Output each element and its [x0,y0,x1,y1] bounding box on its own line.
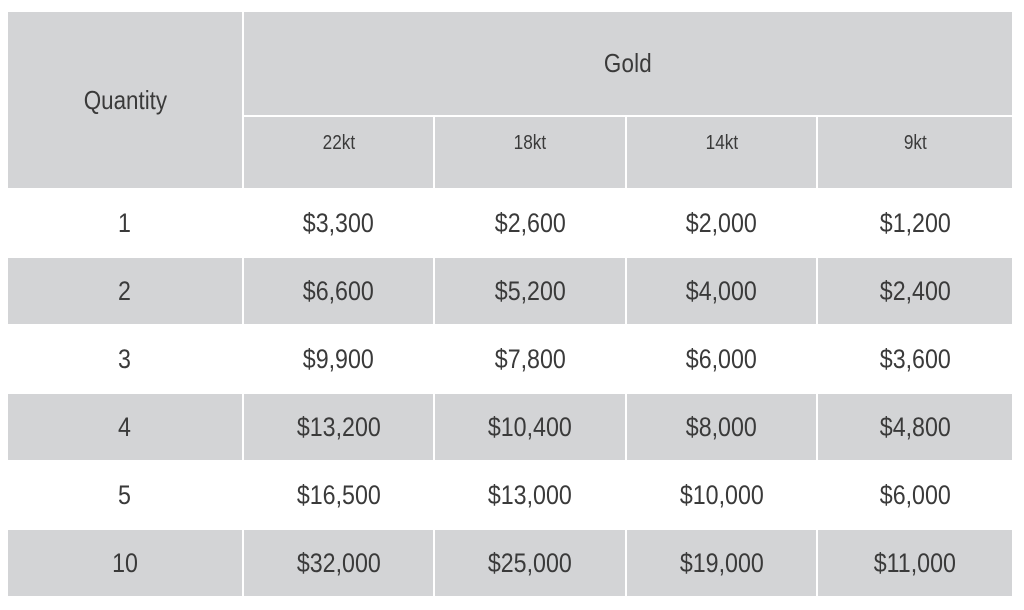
price-value: $32,000 [296,547,381,578]
price-cell: $32,000 [241,528,436,598]
quantity-cell: 4 [6,392,244,462]
karat-header-14kt: 14kt [624,115,819,190]
price-value: $13,200 [296,411,381,442]
quantity-value: 1 [118,207,132,238]
price-cell: $6,000 [816,460,1014,530]
karat-header-9kt: 9kt [816,115,1014,190]
price-value: $6,000 [879,479,951,510]
price-value: $2,000 [686,207,758,238]
price-value: $19,000 [679,547,764,578]
price-value: $3,600 [879,343,951,374]
price-value: $3,300 [303,207,375,238]
quantity-value: 5 [118,479,132,510]
table-row: 10 $32,000 $25,000 $19,000 $11,000 [6,528,1014,598]
quantity-value: 10 [112,547,138,578]
quantity-value: 4 [118,411,132,442]
header-row-group: Quantity Gold [6,10,1015,190]
price-cell: $13,200 [241,392,436,462]
karat-label: 18kt [513,132,547,154]
price-cell: $9,900 [241,324,436,394]
price-value: $13,000 [488,479,573,510]
price-cell: $4,000 [624,256,819,326]
table-row: 1 $3,300 $2,600 $2,000 $1,200 [6,188,1014,258]
price-cell: $10,400 [433,392,627,462]
price-cell: $11,000 [816,528,1014,598]
quantity-cell: 2 [6,256,244,326]
price-value: $16,500 [296,479,381,510]
price-value: $2,600 [494,207,566,238]
price-value: $5,200 [494,275,566,306]
price-cell: $6,600 [241,256,436,326]
quantity-value: 3 [118,343,132,374]
price-value: $11,000 [874,547,957,578]
price-cell: $3,300 [241,188,436,258]
price-value: $7,800 [494,343,566,374]
price-cell: $2,000 [624,188,819,258]
gold-group-label: Gold [603,48,652,78]
price-value: $9,900 [303,343,375,374]
price-value: $2,400 [879,275,951,306]
price-value: $6,600 [303,275,375,306]
quantity-cell: 5 [6,460,244,530]
karat-header-18kt: 18kt [433,115,627,190]
price-cell: $25,000 [433,528,627,598]
price-cell: $10,000 [624,460,819,530]
price-cell: $8,000 [624,392,819,462]
quantity-cell: 3 [6,324,244,394]
price-cell: $4,800 [816,392,1014,462]
price-cell: $1,200 [816,188,1014,258]
price-cell: $6,000 [624,324,819,394]
table-row: 4 $13,200 $10,400 $8,000 $4,800 [6,392,1014,462]
quantity-cell: 1 [6,188,244,258]
price-value: $10,000 [679,479,764,510]
price-value: $1,200 [879,207,951,238]
price-cell: $3,600 [816,324,1014,394]
quantity-column-header: Quantity [6,10,244,190]
price-value: $6,000 [686,343,758,374]
karat-label: 22kt [322,132,355,154]
price-cell: $13,000 [433,460,627,530]
karat-header-22kt: 22kt [241,115,436,190]
price-value: $10,400 [488,411,573,442]
quantity-value: 2 [118,275,132,306]
price-cell: $5,200 [433,256,627,326]
karat-label: 14kt [705,132,738,154]
price-cell: $2,400 [816,256,1014,326]
price-value: $4,800 [879,411,951,442]
price-cell: $7,800 [433,324,627,394]
price-value: $4,000 [686,275,758,306]
quantity-header-label: Quantity [83,84,167,115]
price-cell: $2,600 [433,188,627,258]
gold-group-header: Gold [241,10,1015,117]
price-cell: $19,000 [624,528,819,598]
price-value: $8,000 [686,411,758,442]
header-row-karats: 22kt 18kt 14kt 9kt [7,115,1014,190]
table-row: 5 $16,500 $13,000 $10,000 $6,000 [6,460,1014,530]
gold-price-table: Quantity Gold 22kt 18kt 14kt 9kt 1 $3,30… [6,10,1015,598]
table-row: 2 $6,600 $5,200 $4,000 $2,400 [6,256,1014,326]
price-cell: $16,500 [241,460,436,530]
table-row: 3 $9,900 $7,800 $6,000 $3,600 [6,324,1014,394]
karat-label: 9kt [903,132,927,154]
quantity-cell: 10 [6,528,244,598]
price-value: $25,000 [488,547,573,578]
